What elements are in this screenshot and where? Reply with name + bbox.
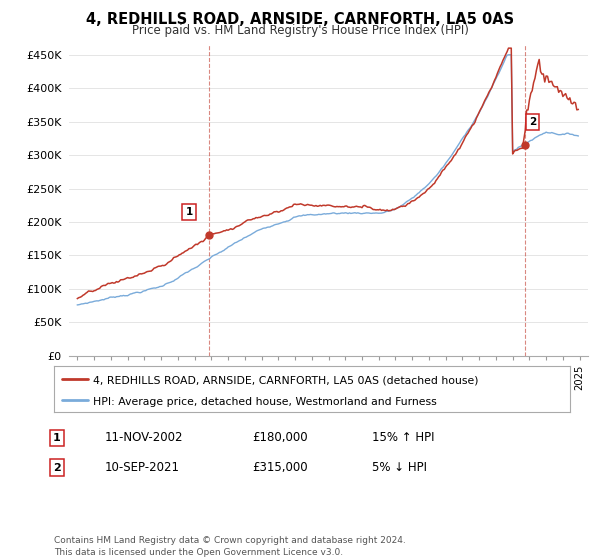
Text: 10-SEP-2021: 10-SEP-2021 xyxy=(105,461,180,474)
Text: 11-NOV-2002: 11-NOV-2002 xyxy=(105,431,184,445)
Text: 4, REDHILLS ROAD, ARNSIDE, CARNFORTH, LA5 0AS (detached house): 4, REDHILLS ROAD, ARNSIDE, CARNFORTH, LA… xyxy=(92,375,478,385)
Text: £180,000: £180,000 xyxy=(252,431,308,445)
Text: 1: 1 xyxy=(53,433,61,443)
Text: 4, REDHILLS ROAD, ARNSIDE, CARNFORTH, LA5 0AS: 4, REDHILLS ROAD, ARNSIDE, CARNFORTH, LA… xyxy=(86,12,514,27)
Text: 1: 1 xyxy=(185,207,193,217)
Text: 2: 2 xyxy=(529,116,536,127)
Text: Contains HM Land Registry data © Crown copyright and database right 2024.
This d: Contains HM Land Registry data © Crown c… xyxy=(54,536,406,557)
Text: 15% ↑ HPI: 15% ↑ HPI xyxy=(372,431,434,445)
Text: HPI: Average price, detached house, Westmorland and Furness: HPI: Average price, detached house, West… xyxy=(92,397,436,407)
Text: 2: 2 xyxy=(53,463,61,473)
Text: £315,000: £315,000 xyxy=(252,461,308,474)
Text: 5% ↓ HPI: 5% ↓ HPI xyxy=(372,461,427,474)
Text: Price paid vs. HM Land Registry's House Price Index (HPI): Price paid vs. HM Land Registry's House … xyxy=(131,24,469,36)
